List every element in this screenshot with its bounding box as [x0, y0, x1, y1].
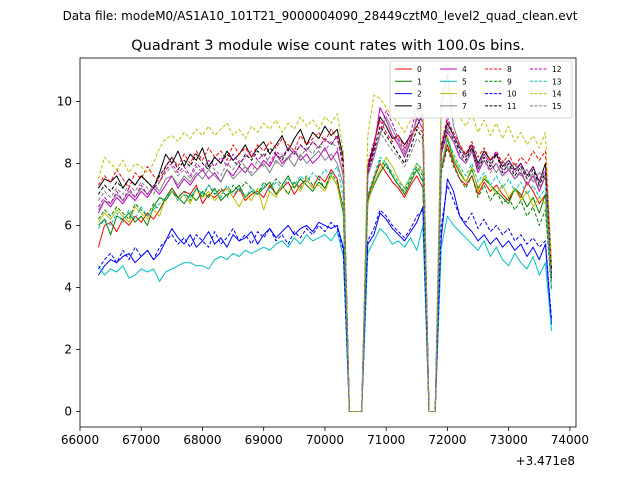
x-tick-label: 72000: [428, 433, 466, 447]
legend-label-8: 8: [507, 65, 512, 74]
y-tick-label: 8: [64, 156, 72, 170]
x-tick-label: 69000: [245, 433, 283, 447]
x-tick-label: 70000: [306, 433, 344, 447]
series-line-3: [97, 113, 552, 412]
legend-label-15: 15: [552, 102, 562, 111]
legend-label-4: 4: [462, 65, 467, 74]
axes-frame: [79, 57, 577, 428]
legend-label-0: 0: [417, 65, 422, 74]
y-tick-label: 4: [64, 280, 72, 294]
legend-label-3: 3: [417, 102, 422, 111]
data-file-header: Data file: modeM0/AS1A10_101T21_90000040…: [63, 9, 578, 23]
legend-label-9: 9: [507, 77, 512, 86]
legend-box: [389, 60, 573, 119]
legend-label-6: 6: [462, 90, 467, 99]
axes-border: [79, 57, 577, 428]
series-line-12: [97, 107, 552, 412]
y-tick-label: 6: [64, 218, 72, 232]
series-line-15: [97, 125, 552, 412]
legend-label-11: 11: [507, 102, 517, 111]
series-line-4: [97, 107, 552, 412]
y-tick-label: 2: [64, 342, 72, 356]
x-axis: 66000 67000 68000 69000 70000 71000 72000 73000…: [61, 427, 589, 447]
series-line-5: [97, 215, 552, 412]
series-layer: [97, 73, 552, 412]
legend-label-14: 14: [552, 90, 562, 99]
series-line-8: [97, 119, 552, 412]
x-offset-label: +3.471e8: [516, 454, 575, 468]
series-line-14: [97, 85, 552, 412]
legend-label-13: 13: [552, 77, 562, 86]
legend-label-1: 1: [417, 77, 422, 86]
legend-label-10: 10: [507, 90, 517, 99]
x-tick-label: 68000: [183, 433, 221, 447]
x-tick-label: 71000: [367, 433, 405, 447]
series-line-2: [97, 178, 552, 412]
legend-label-12: 12: [552, 65, 562, 74]
chart-title: Quadrant 3 module wise count rates with …: [131, 38, 525, 54]
x-tick-label: 74000: [551, 433, 589, 447]
legend-label-2: 2: [417, 90, 422, 99]
y-tick-label: 0: [64, 404, 72, 418]
y-tick-label: 10: [57, 94, 72, 108]
series-line-13: [97, 138, 552, 412]
legend-label-7: 7: [462, 102, 467, 111]
x-tick-label: 73000: [490, 433, 528, 447]
x-tick-label: 66000: [61, 433, 99, 447]
legend-label-5: 5: [462, 77, 467, 86]
series-line-9: [97, 147, 552, 412]
y-axis: 0 2 4 6 8 10: [57, 94, 80, 418]
x-tick-label: 67000: [122, 433, 160, 447]
series-line-10: [97, 184, 552, 412]
